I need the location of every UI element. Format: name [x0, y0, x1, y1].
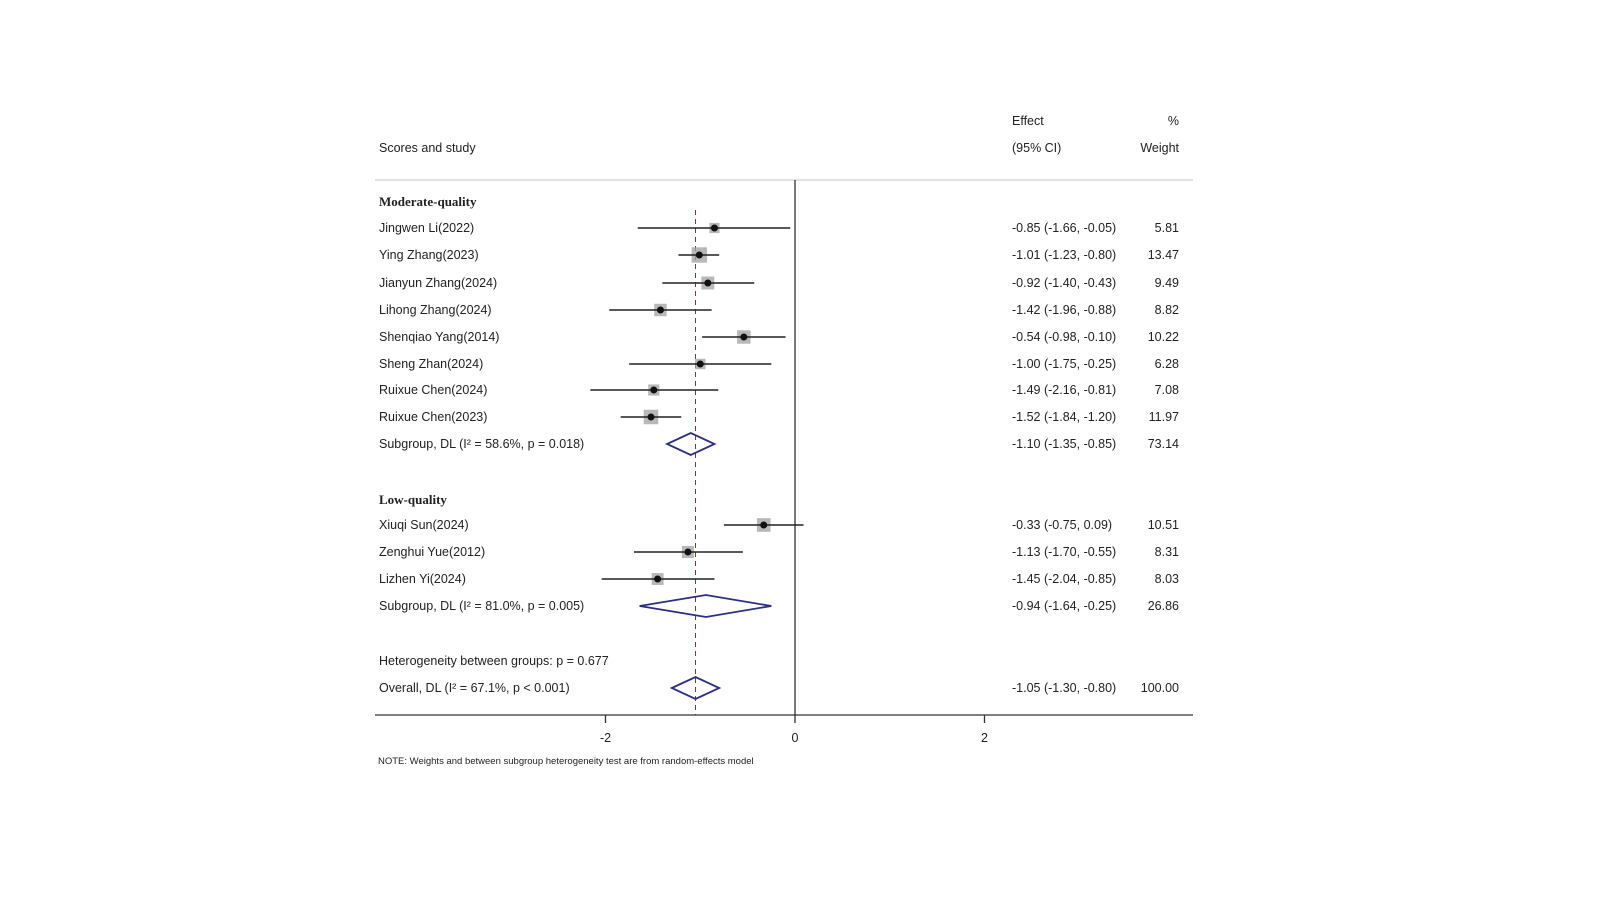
study-weight: 9.49	[1155, 276, 1179, 290]
group-heading: Low-quality	[379, 492, 447, 507]
subgroup-effect: -1.10 (-1.35, -0.85)	[1012, 437, 1116, 451]
study-effect: -1.45 (-2.04, -0.85)	[1012, 572, 1116, 586]
study-weight: 8.82	[1155, 303, 1179, 317]
header-weight: Weight	[1140, 141, 1179, 155]
study-effect: -1.01 (-1.23, -0.80)	[1012, 248, 1116, 262]
study-weight: 11.97	[1149, 410, 1179, 424]
overall-diamond	[669, 676, 722, 700]
study-label: Sheng Zhan(2024)	[379, 357, 483, 371]
study-label: Xiuqi Sun(2024)	[379, 518, 469, 532]
heterogeneity-text: Heterogeneity between groups: p = 0.677	[379, 654, 609, 668]
study-point	[696, 360, 704, 368]
study-point	[650, 386, 658, 394]
study-label: Jianyun Zhang(2024)	[379, 276, 497, 290]
study-label: Zenghui Yue(2012)	[379, 545, 485, 559]
study-label: Ruixue Chen(2024)	[379, 383, 487, 397]
study-weight: 13.47	[1148, 248, 1179, 262]
study-effect: -1.42 (-1.96, -0.88)	[1012, 303, 1116, 317]
study-point	[710, 224, 718, 232]
study-point	[704, 279, 712, 287]
study-point	[740, 333, 748, 341]
subgroup-weight: 26.86	[1148, 599, 1179, 613]
study-label: Lihong Zhang(2024)	[379, 303, 492, 317]
study-weight: 10.22	[1148, 330, 1179, 344]
overall-label: Overall, DL (I² = 67.1%, p < 0.001)	[379, 681, 570, 695]
study-weight: 5.81	[1155, 221, 1179, 235]
study-weight: 7.08	[1155, 383, 1179, 397]
study-point	[656, 306, 664, 314]
footnote: NOTE: Weights and between subgroup heter…	[378, 756, 754, 767]
subgroup-diamond	[639, 594, 772, 618]
study-point	[760, 521, 768, 529]
study-point	[647, 413, 655, 421]
header-effect: Effect	[1012, 114, 1044, 128]
header-ci: (95% CI)	[1012, 141, 1061, 155]
overall-effect: -1.05 (-1.30, -0.80)	[1012, 681, 1116, 695]
study-weight: 8.31	[1155, 545, 1179, 559]
study-label: Ruixue Chen(2023)	[379, 410, 487, 424]
group-heading: Moderate-quality	[379, 194, 477, 209]
x-tick-label: -2	[600, 731, 611, 745]
subgroup-diamond	[664, 432, 717, 456]
study-weight: 8.03	[1155, 572, 1179, 586]
study-effect: -0.54 (-0.98, -0.10)	[1012, 330, 1116, 344]
study-point	[684, 548, 692, 556]
study-effect: -0.85 (-1.66, -0.05)	[1012, 221, 1116, 235]
study-effect: -1.13 (-1.70, -0.55)	[1012, 545, 1116, 559]
study-effect: -1.49 (-2.16, -0.81)	[1012, 383, 1116, 397]
study-effect: -1.00 (-1.75, -0.25)	[1012, 357, 1116, 371]
x-tick-label: 2	[981, 731, 988, 745]
subgroup-effect: -0.94 (-1.64, -0.25)	[1012, 599, 1116, 613]
subgroup-weight: 73.14	[1148, 437, 1179, 451]
study-weight: 6.28	[1155, 357, 1179, 371]
header-study: Scores and study	[379, 141, 476, 155]
study-weight: 10.51	[1148, 518, 1179, 532]
overall-weight: 100.00	[1141, 681, 1179, 695]
study-effect: -0.33 (-0.75, 0.09)	[1012, 518, 1112, 532]
subgroup-label: Subgroup, DL (I² = 58.6%, p = 0.018)	[379, 437, 584, 451]
study-point	[654, 575, 662, 583]
header-percent: %	[1168, 114, 1179, 128]
study-point	[695, 251, 703, 259]
study-effect: -1.52 (-1.84, -1.20)	[1012, 410, 1116, 424]
study-label: Lizhen Yi(2024)	[379, 572, 466, 586]
x-tick-label: 0	[792, 731, 799, 745]
study-label: Jingwen Li(2022)	[379, 221, 474, 235]
study-label: Shenqiao Yang(2014)	[379, 330, 499, 344]
study-label: Ying Zhang(2023)	[379, 248, 479, 262]
subgroup-label: Subgroup, DL (I² = 81.0%, p = 0.005)	[379, 599, 584, 613]
study-effect: -0.92 (-1.40, -0.43)	[1012, 276, 1116, 290]
